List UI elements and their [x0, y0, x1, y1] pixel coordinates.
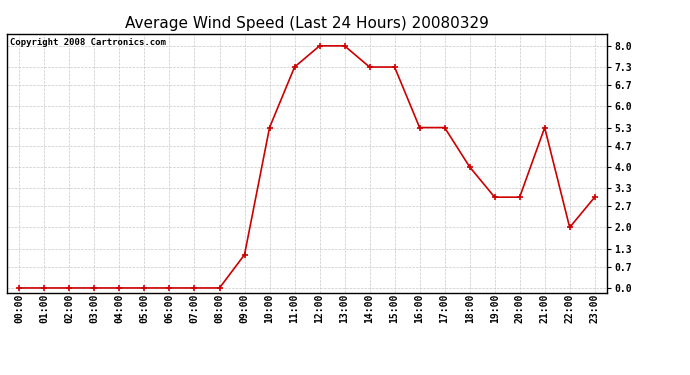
Title: Average Wind Speed (Last 24 Hours) 20080329: Average Wind Speed (Last 24 Hours) 20080… — [125, 16, 489, 31]
Text: Copyright 2008 Cartronics.com: Copyright 2008 Cartronics.com — [10, 38, 166, 46]
